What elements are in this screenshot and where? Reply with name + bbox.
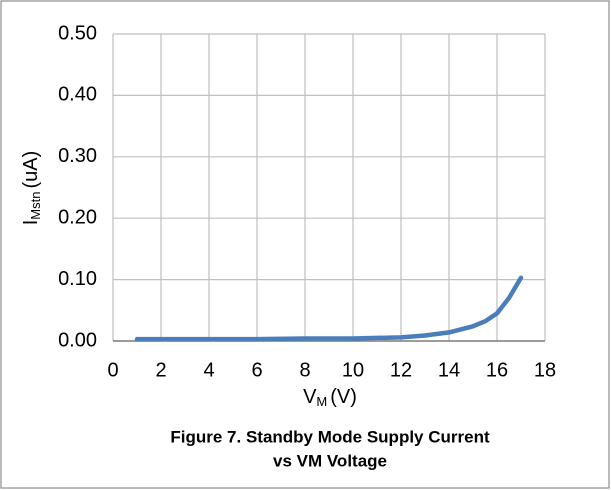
x-tick-label: 2 [155, 359, 166, 381]
y-tick-label: 0.40 [58, 84, 97, 106]
data-line [134, 275, 524, 342]
x-label-main: V [303, 386, 317, 408]
y-tick-label: 0.00 [58, 329, 97, 351]
x-tick-label: 6 [251, 359, 262, 381]
x-axis-label: VM (V) [303, 386, 357, 409]
y-label-sub: Mstn [28, 192, 43, 220]
x-tick-label: 0 [107, 359, 118, 381]
y-tick-label: 0.30 [58, 145, 97, 167]
x-tick-label: 12 [390, 359, 412, 381]
x-label-unit: (V) [330, 386, 357, 408]
x-tick-label: 4 [203, 359, 214, 381]
x-tick-label: 18 [534, 359, 556, 381]
caption: vs VM Voltage [273, 451, 387, 470]
y-tick-label: 0.10 [58, 268, 97, 290]
y-label-main: I [20, 220, 42, 226]
y-axis-label: IMstn (uA) [20, 151, 43, 226]
y-tick-label: 0.50 [58, 22, 97, 44]
caption: Figure 7. Standby Mode Supply Current [170, 427, 490, 446]
x-tick-label: 10 [342, 359, 364, 381]
x-tick-label: 8 [299, 359, 310, 381]
x-tick-label: 14 [438, 359, 460, 381]
y-tick-label: 0.20 [58, 206, 97, 228]
x-label-sub: M [316, 394, 327, 409]
x-tick-label: 16 [486, 359, 508, 381]
y-label-unit: (uA) [20, 151, 42, 189]
